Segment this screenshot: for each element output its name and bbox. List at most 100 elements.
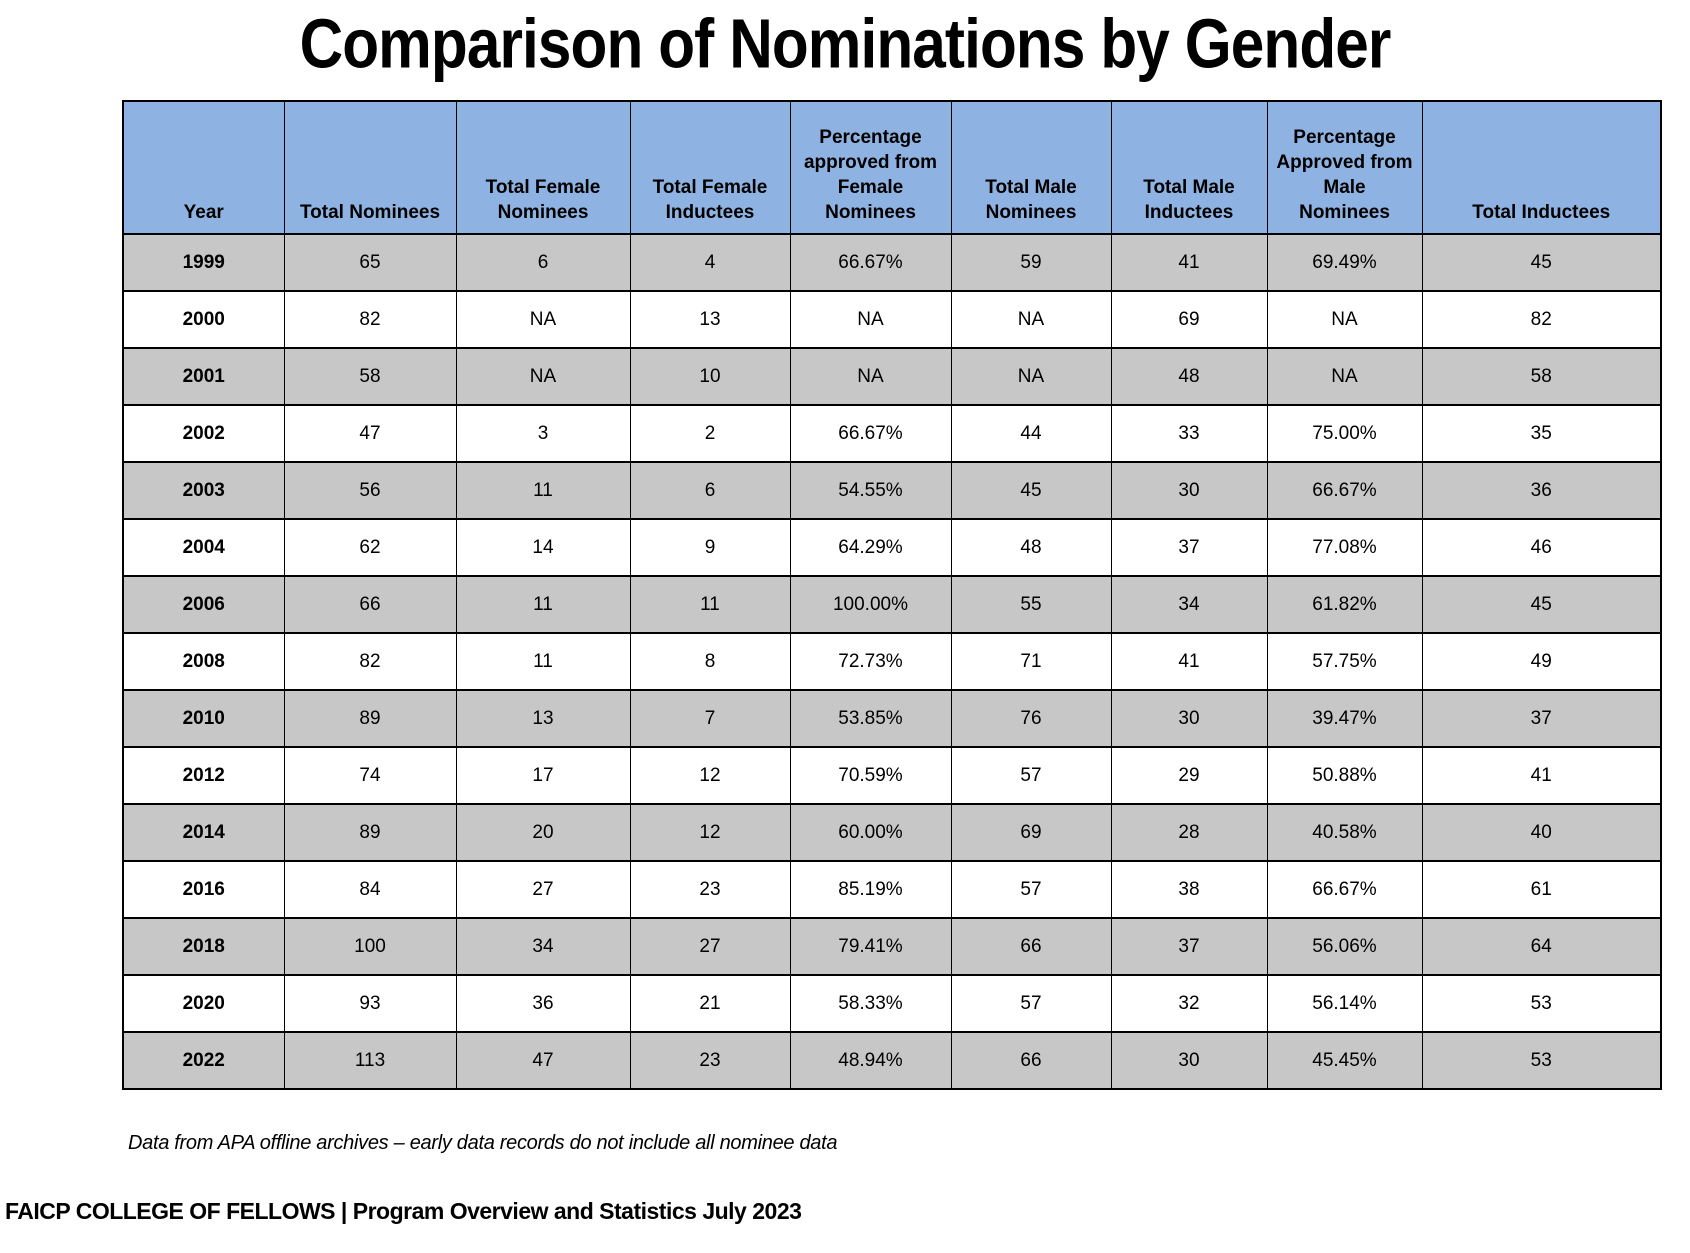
nominations-table: Year Total Nominees Total Female Nominees T… (122, 100, 1662, 1090)
column-header: Year (122, 100, 285, 235)
data-cell: 38 (1110, 860, 1268, 919)
header-row: Year Total Nominees Total Female Nominees T… (122, 100, 1662, 235)
data-cell: 60.00% (789, 803, 952, 862)
data-cell: 76 (950, 689, 1112, 748)
data-cell: 66 (950, 917, 1112, 976)
year-cell: 2018 (122, 917, 285, 976)
data-cell: 69.49% (1266, 233, 1423, 292)
data-cell: 75.00% (1266, 404, 1423, 463)
data-cell: 37 (1110, 518, 1268, 577)
data-cell: 23 (629, 860, 791, 919)
table-row: 2014 89 20 12 60.00% 69 28 40.58% 40 (122, 803, 1662, 862)
data-cell: 53 (1421, 1031, 1662, 1090)
data-cell: 30 (1110, 689, 1268, 748)
data-cell: 45 (1421, 233, 1662, 292)
data-cell: 58 (1421, 347, 1662, 406)
data-cell: 27 (629, 917, 791, 976)
data-cell: 54.55% (789, 461, 952, 520)
data-cell: 12 (629, 803, 791, 862)
data-cell: 57 (950, 860, 1112, 919)
data-cell: 14 (455, 518, 631, 577)
data-cell: NA (455, 290, 631, 349)
data-cell: 70.59% (789, 746, 952, 805)
year-cell: 2020 (122, 974, 285, 1033)
data-cell: 35 (1421, 404, 1662, 463)
data-cell: 13 (455, 689, 631, 748)
data-cell: NA (1266, 290, 1423, 349)
year-cell: 2003 (122, 461, 285, 520)
table-row: 2008 82 11 8 72.73% 71 41 57.75% 49 (122, 632, 1662, 691)
data-cell: 45.45% (1266, 1031, 1423, 1090)
column-header: Total Nominees (283, 100, 457, 235)
data-cell: 44 (950, 404, 1112, 463)
data-cell: 64 (1421, 917, 1662, 976)
column-header: Total Female Nominees (455, 100, 631, 235)
data-cell: 48 (1110, 347, 1268, 406)
data-cell: 7 (629, 689, 791, 748)
data-cell: 37 (1421, 689, 1662, 748)
year-cell: 2002 (122, 404, 285, 463)
data-cell: 66.67% (789, 404, 952, 463)
data-cell: 64.29% (789, 518, 952, 577)
data-cell: 79.41% (789, 917, 952, 976)
data-cell: 48 (950, 518, 1112, 577)
column-header: Total Female Inductees (629, 100, 791, 235)
table-body: 1999 65 6 4 66.67% 59 41 69.49% 45 2000 82 NA 13 NA NA… (122, 233, 1662, 1090)
data-cell: 6 (629, 461, 791, 520)
year-cell: 1999 (122, 233, 285, 292)
data-cell: 34 (1110, 575, 1268, 634)
data-cell: 47 (283, 404, 457, 463)
data-cell: 57 (950, 974, 1112, 1033)
data-cell: 69 (950, 803, 1112, 862)
data-cell: 93 (283, 974, 457, 1033)
data-cell: 34 (455, 917, 631, 976)
data-cell: 89 (283, 803, 457, 862)
data-cell: 71 (950, 632, 1112, 691)
year-cell: 2012 (122, 746, 285, 805)
data-cell: NA (950, 290, 1112, 349)
data-cell: NA (455, 347, 631, 406)
table-row: 2002 47 3 2 66.67% 44 33 75.00% 35 (122, 404, 1662, 463)
column-header: Total Male Nominees (950, 100, 1112, 235)
table-row: 2010 89 13 7 53.85% 76 30 39.47% 37 (122, 689, 1662, 748)
data-cell: 45 (950, 461, 1112, 520)
data-cell: 57.75% (1266, 632, 1423, 691)
year-cell: 2016 (122, 860, 285, 919)
year-cell: 2001 (122, 347, 285, 406)
data-cell: 30 (1110, 1031, 1268, 1090)
table-row: 1999 65 6 4 66.67% 59 41 69.49% 45 (122, 233, 1662, 292)
table-row: 2000 82 NA 13 NA NA 69 NA 82 (122, 290, 1662, 349)
data-cell: 32 (1110, 974, 1268, 1033)
data-cell: 84 (283, 860, 457, 919)
data-cell: 9 (629, 518, 791, 577)
data-cell: 100.00% (789, 575, 952, 634)
data-cell: 53.85% (789, 689, 952, 748)
data-cell: 65 (283, 233, 457, 292)
data-cell: 41 (1421, 746, 1662, 805)
data-cell: 13 (629, 290, 791, 349)
data-cell: 58 (283, 347, 457, 406)
data-cell: 41 (1110, 632, 1268, 691)
data-cell: 40 (1421, 803, 1662, 862)
data-cell: 2 (629, 404, 791, 463)
data-source-footnote: Data from APA offline archives – early d… (128, 1132, 838, 1154)
data-cell: 41 (1110, 233, 1268, 292)
data-cell: 8 (629, 632, 791, 691)
data-cell: 10 (629, 347, 791, 406)
data-cell: NA (1266, 347, 1423, 406)
data-cell: 21 (629, 974, 791, 1033)
data-cell: NA (950, 347, 1112, 406)
data-cell: 6 (455, 233, 631, 292)
table-row: 2006 66 11 11 100.00% 55 34 61.82% 45 (122, 575, 1662, 634)
data-cell: 28 (1110, 803, 1268, 862)
data-cell: 55 (950, 575, 1112, 634)
data-cell: 113 (283, 1031, 457, 1090)
year-cell: 2008 (122, 632, 285, 691)
data-cell: 11 (455, 632, 631, 691)
data-cell: 23 (629, 1031, 791, 1090)
data-cell: 39.47% (1266, 689, 1423, 748)
data-cell: 61.82% (1266, 575, 1423, 634)
column-header: Total Male Inductees (1110, 100, 1268, 235)
data-cell: 47 (455, 1031, 631, 1090)
data-cell: 48.94% (789, 1031, 952, 1090)
